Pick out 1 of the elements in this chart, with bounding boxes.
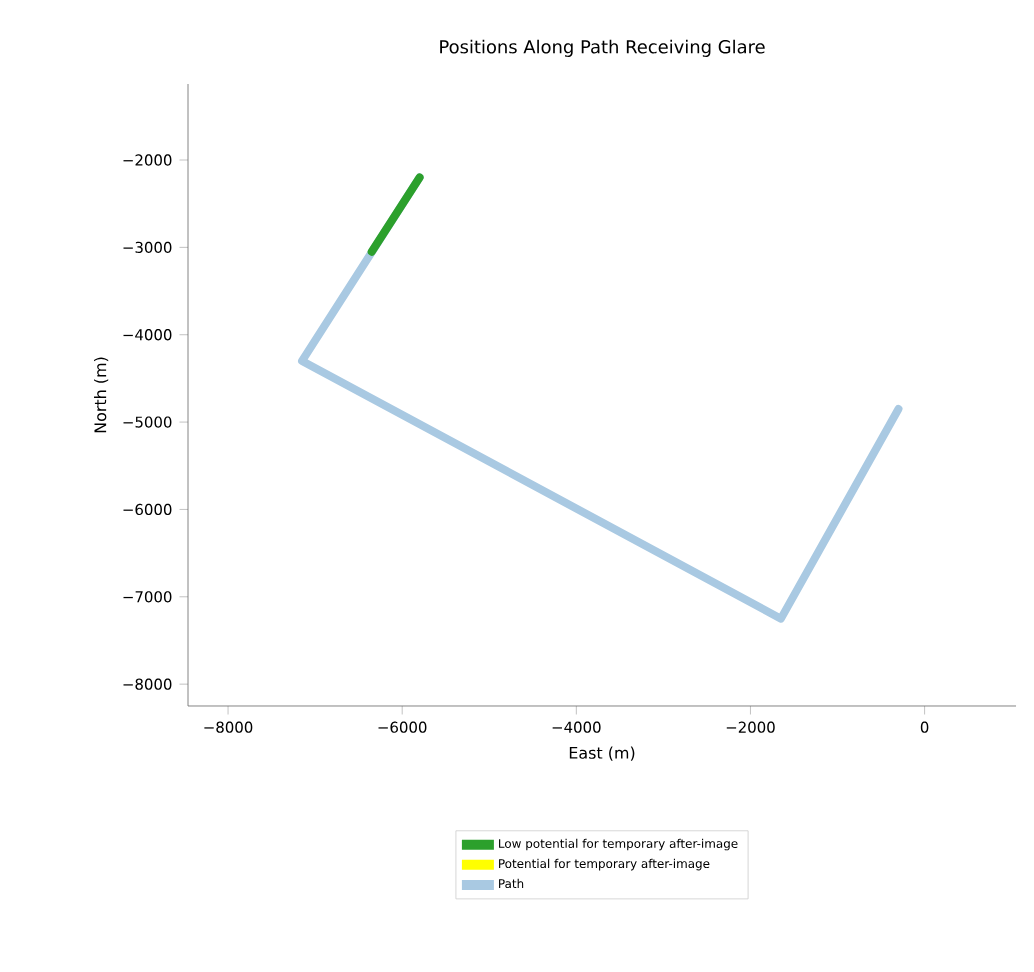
chart-title: Positions Along Path Receiving Glare — [440, 39, 765, 57]
